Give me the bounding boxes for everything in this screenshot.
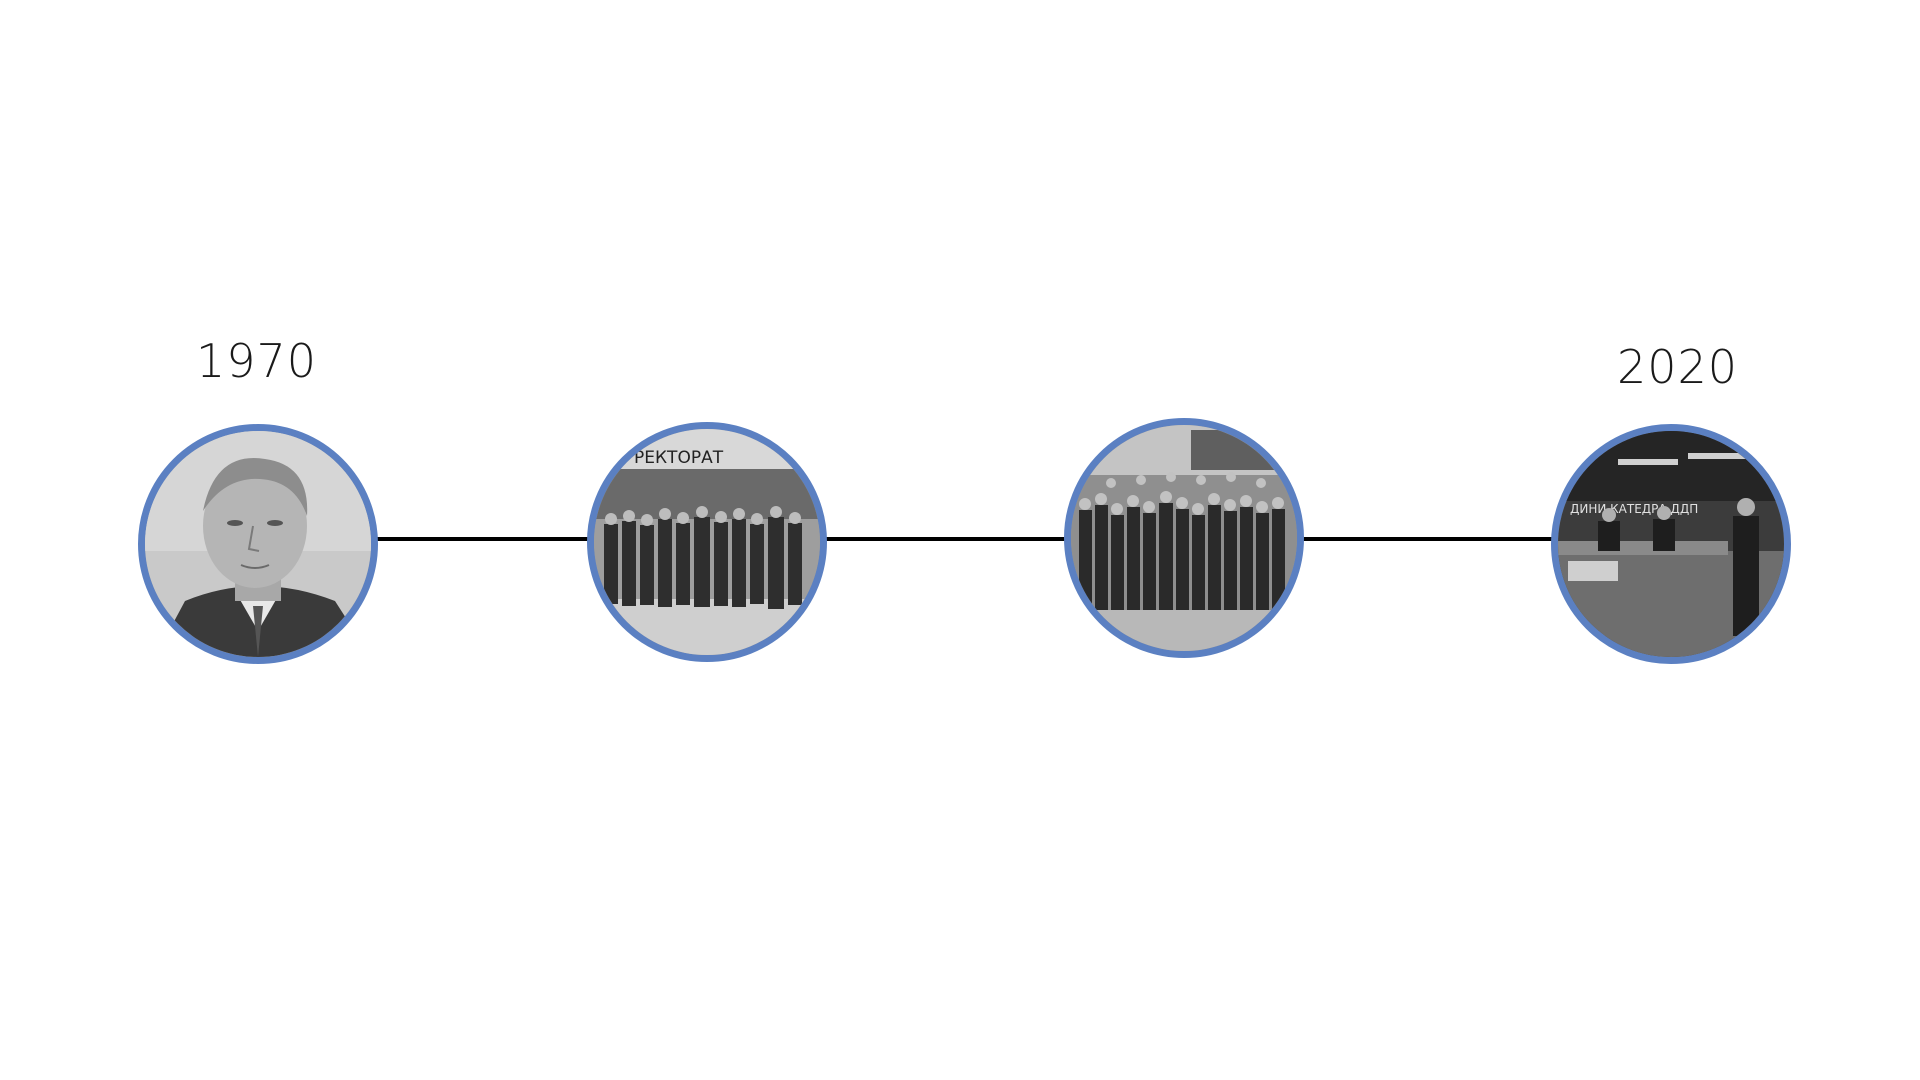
rectorate-sign: РЕКТОРАТ — [634, 448, 724, 468]
end-year-label: 2020 — [1617, 340, 1739, 394]
ceremony-sign: ДИНИ КАТЕДРА ДДП — [1570, 502, 1698, 516]
timeline-node-3 — [1064, 418, 1304, 658]
ceremony-photo: ДИНИ КАТЕДРА ДДП — [1558, 431, 1784, 657]
portrait-photo — [145, 431, 371, 657]
faculty-group-photo — [1071, 425, 1297, 651]
start-year-label: 1970 — [196, 334, 318, 388]
timeline-node-2: РЕКТОРАТ — [587, 422, 827, 662]
timeline-node-1 — [138, 424, 378, 664]
timeline-line — [300, 537, 1580, 541]
timeline-node-4: ДИНИ КАТЕДРА ДДП — [1551, 424, 1791, 664]
rectorate-group-photo: РЕКТОРАТ — [594, 429, 820, 655]
